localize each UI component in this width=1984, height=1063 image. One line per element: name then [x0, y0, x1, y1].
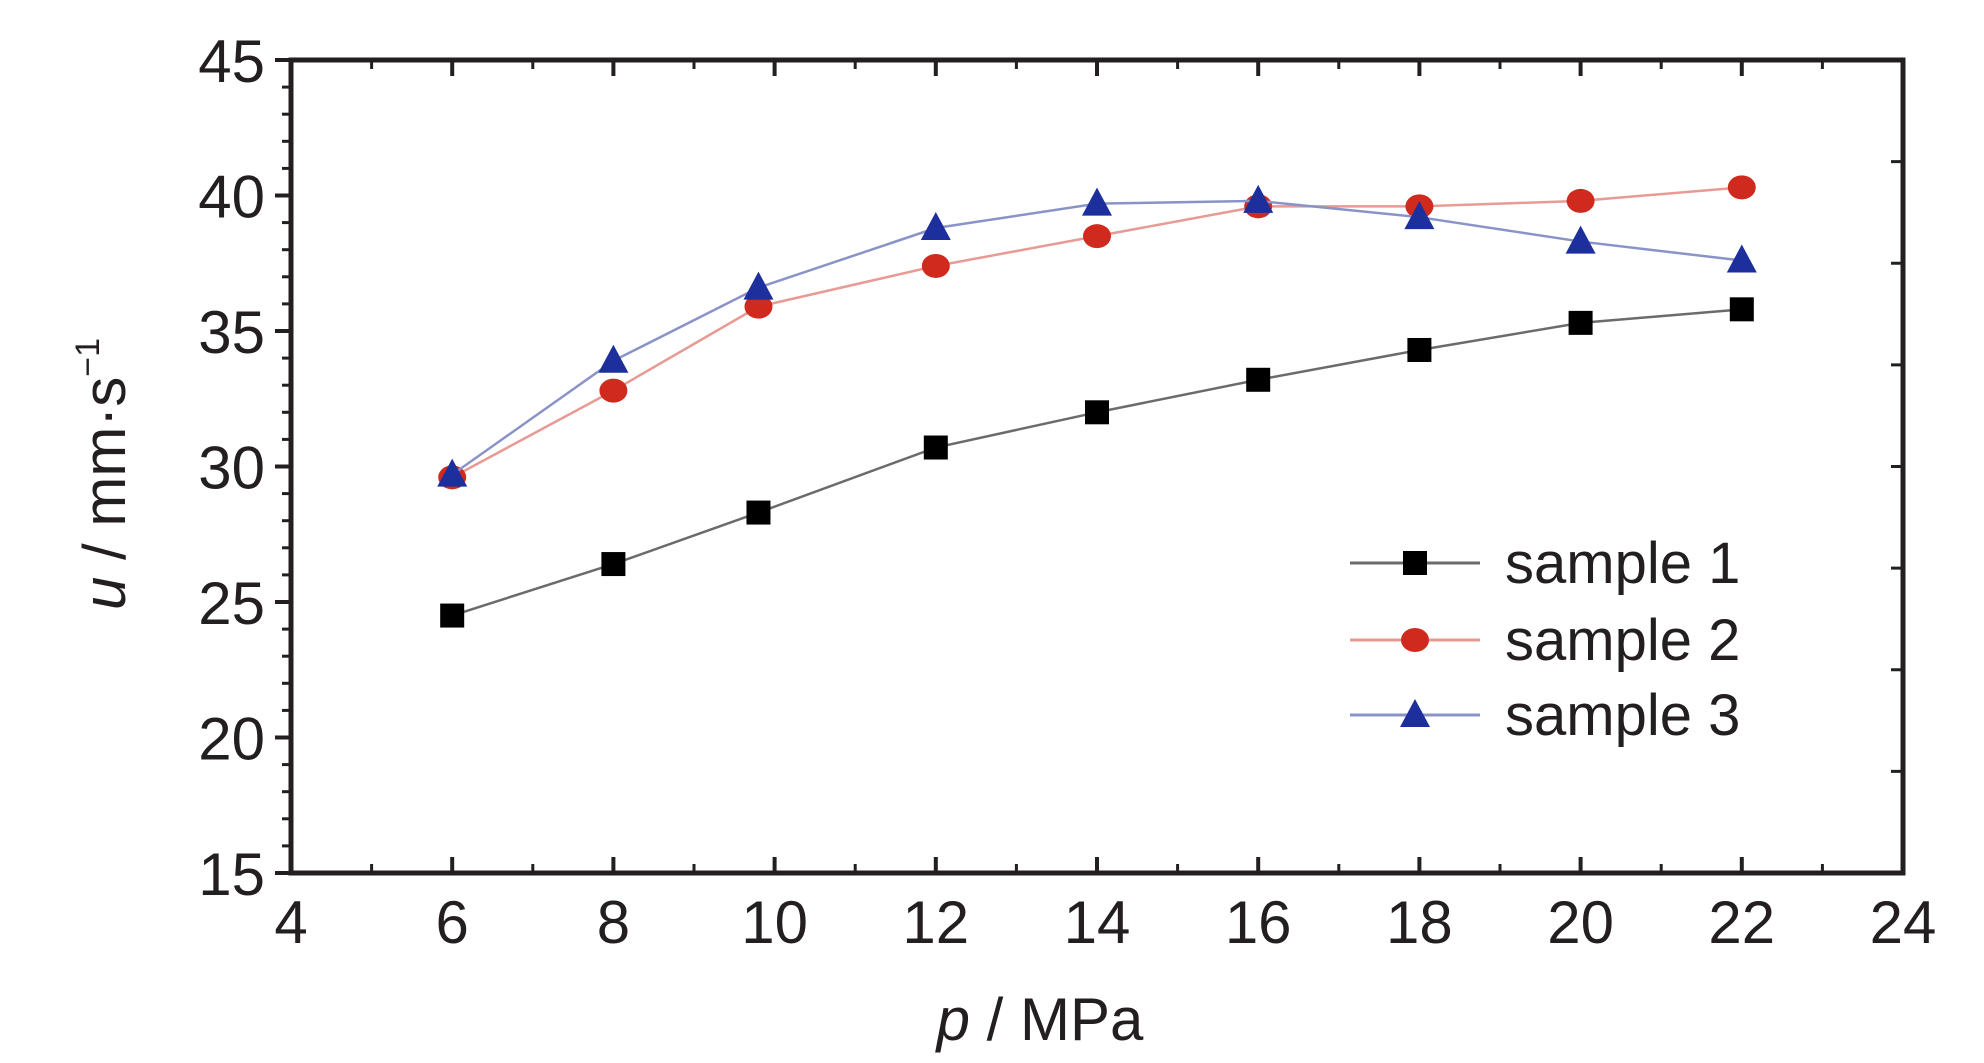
legend-marker [1401, 628, 1429, 652]
legend-label: sample 3 [1505, 683, 1740, 748]
y-axis-exponent: −1 [69, 338, 107, 377]
data-point [599, 378, 628, 403]
x-tick-label: 4 [274, 889, 307, 956]
plot-frame [288, 57, 1906, 876]
data-point [601, 552, 626, 577]
data-point [1085, 400, 1109, 425]
data-point [1404, 201, 1435, 230]
series-2 [438, 175, 1756, 490]
data-point [746, 500, 771, 525]
x-tick-label: 16 [1225, 889, 1292, 956]
series-layer [437, 175, 1757, 628]
y-tick-label: 35 [198, 299, 265, 366]
data-point [1243, 184, 1274, 213]
x-tick-label: 24 [1870, 889, 1937, 956]
y-tick-label: 25 [198, 570, 265, 637]
legend-item-2: sample 2 [1350, 608, 1740, 673]
data-point [743, 271, 774, 300]
data-point [923, 435, 948, 460]
y-axis-label: u / mm·s−1 [69, 338, 138, 610]
y-tick-label: 45 [198, 28, 265, 95]
legend-label: sample 2 [1505, 608, 1740, 673]
x-tick-label: 22 [1708, 889, 1775, 956]
data-point [440, 603, 465, 628]
x-tick-label: 12 [902, 889, 969, 956]
x-axis-unit: / MPa [970, 986, 1144, 1053]
series-3 [437, 184, 1757, 487]
legend-marker [1400, 699, 1430, 727]
x-axis-label: p / MPa [935, 986, 1144, 1053]
data-point [744, 294, 773, 319]
y-axis-unit: / mm·s [71, 377, 138, 577]
data-point [921, 253, 950, 278]
data-point [1407, 337, 1432, 362]
x-tick-label: 10 [741, 889, 808, 956]
data-point [1568, 310, 1593, 335]
legend-marker [1403, 551, 1427, 575]
data-point [1246, 367, 1271, 392]
data-point [920, 212, 951, 241]
data-point [1726, 244, 1757, 273]
legend-item-1: sample 1 [1350, 531, 1740, 596]
data-point [1727, 175, 1756, 200]
data-point [1083, 224, 1111, 249]
x-tick-label: 20 [1547, 889, 1614, 956]
y-axis-variable: u [71, 577, 138, 610]
data-point [1565, 225, 1596, 254]
series-1 [440, 297, 1754, 628]
legend: sample 1 sample 2 sample 3 [1350, 531, 1740, 748]
axes: 4 6 8 10 12 14 16 18 20 22 24 15 20 25 30 35 40 45 [198, 28, 1936, 956]
data-point [598, 344, 629, 373]
x-tick-label: 18 [1386, 889, 1453, 956]
x-tick-label: 8 [597, 889, 630, 956]
x-tick-label: 6 [436, 889, 469, 956]
legend-item-3: sample 3 [1350, 683, 1740, 748]
y-tick-label: 20 [198, 706, 265, 773]
data-point [1566, 188, 1595, 213]
data-point [1082, 187, 1112, 216]
y-tick-label: 30 [198, 435, 265, 502]
legend-label: sample 1 [1505, 531, 1740, 596]
y-tick-label: 40 [198, 164, 265, 231]
x-axis-variable: p [935, 986, 970, 1053]
data-point [1729, 297, 1754, 322]
y-tick-label: 15 [198, 841, 265, 908]
data-point [437, 458, 468, 487]
x-tick-label: 14 [1064, 889, 1131, 956]
